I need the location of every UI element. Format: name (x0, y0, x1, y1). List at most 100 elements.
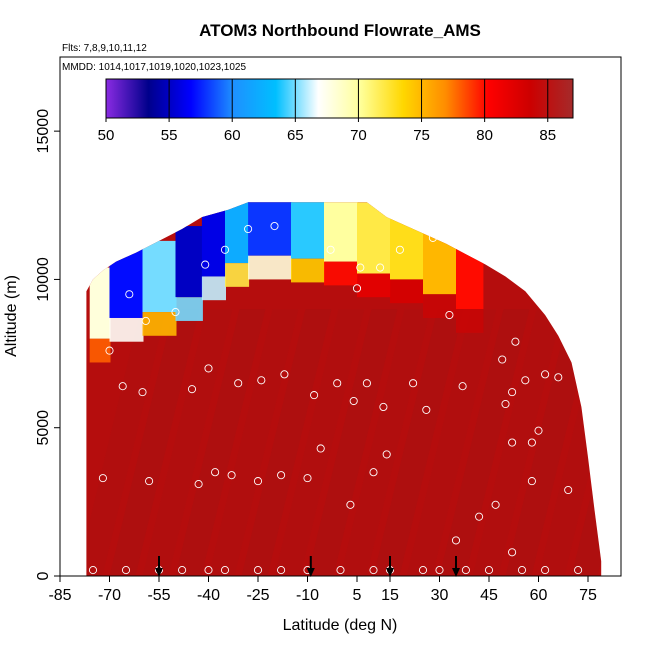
sample-point (346, 500, 355, 509)
field-texture (406, 309, 497, 576)
plot-frame (59, 56, 622, 577)
sample-point (435, 566, 444, 575)
band-transition-cell (456, 309, 484, 333)
y-tick-label: 5000 (35, 410, 52, 446)
sample-point (145, 477, 154, 486)
sample-point (498, 355, 507, 364)
sample-point (333, 379, 342, 388)
sample-point (141, 316, 150, 325)
flight-arrow-icon (155, 556, 163, 577)
sample-point (409, 379, 418, 388)
sample-point (244, 224, 253, 234)
sample-point (316, 444, 325, 453)
sample-point (356, 263, 365, 272)
sample-point (554, 373, 563, 382)
sample-point (422, 405, 431, 414)
sample-point (227, 471, 236, 480)
band-cell (456, 237, 484, 310)
band-transition-cell (201, 276, 226, 301)
sample-point (204, 364, 213, 373)
y-axis-label: Altitude (m) (3, 275, 20, 357)
x-tick-label: 15 (381, 587, 399, 604)
sample-point (257, 376, 266, 385)
sample-point (88, 566, 98, 575)
sample-point (118, 382, 127, 391)
field-texture (142, 309, 233, 576)
field-texture (571, 309, 602, 576)
sample-point (445, 310, 454, 320)
sample-point (428, 233, 437, 242)
field-texture (505, 309, 596, 576)
field-texture (340, 309, 431, 576)
sample-point (105, 346, 114, 355)
sample-point (458, 382, 467, 391)
sample-point (517, 566, 527, 575)
sample-point (121, 566, 131, 575)
field-texture (241, 309, 332, 576)
field-texture (472, 309, 563, 576)
band-transition-cell (109, 317, 144, 342)
sample-point (395, 245, 404, 254)
band-transition-cell (225, 263, 250, 287)
sample-point (125, 290, 134, 299)
x-tick-label: -70 (98, 587, 121, 604)
chart-title: ATOM3 Northbound Flowrate_AMS (199, 21, 481, 40)
x-tick-label: 5 (353, 587, 362, 604)
sample-point (369, 468, 378, 477)
sample-point (541, 566, 550, 575)
flights-label: Flts: 7,8,9,10,11,12 (62, 43, 147, 54)
sample-point (369, 566, 378, 575)
sample-point (379, 402, 388, 412)
colorbar-tick-label: 55 (161, 127, 178, 144)
band-transition-cell (89, 338, 111, 363)
band-cell (324, 202, 358, 262)
band-transition-cell (248, 255, 292, 280)
y-tick-label: 15000 (35, 109, 52, 154)
sample-point (138, 388, 147, 397)
x-axis: -85 -70 -55 -40 -25 -10 5 15 30 45 60 75 (48, 576, 597, 604)
field-texture (638, 309, 650, 576)
sample-point (349, 396, 358, 406)
sample-point (418, 566, 428, 575)
sample-point (574, 566, 583, 575)
sample-point (541, 370, 550, 379)
x-tick-label: 60 (530, 587, 548, 604)
sample-point (352, 284, 362, 293)
sample-point (280, 370, 289, 379)
x-axis-label: Latitude (deg N) (283, 617, 398, 634)
field-texture (175, 309, 266, 576)
x-tick-label: -25 (246, 587, 269, 604)
colorbar: 50 55 60 65 70 75 80 85 (98, 78, 574, 144)
sample-point (382, 450, 391, 459)
flight-arrow-icon (306, 556, 315, 577)
sample-point (527, 438, 536, 447)
band-cell (109, 246, 144, 318)
sample-point (303, 474, 312, 483)
field-texture (307, 309, 398, 576)
sample-point (277, 566, 286, 575)
band-transition-cell (142, 312, 177, 336)
band-cell (175, 226, 203, 298)
sample-point (220, 245, 230, 254)
sample-point (98, 474, 107, 483)
sample-point (253, 477, 263, 486)
sample-point (204, 566, 213, 575)
colorbar-tick-label: 75 (413, 127, 430, 144)
field-texture (208, 309, 299, 576)
field-texture (605, 309, 650, 576)
sample-point (484, 566, 494, 575)
sample-point (564, 485, 573, 495)
x-tick-label: -10 (296, 587, 319, 604)
flight-arrow-icon (386, 556, 394, 577)
sample-point (286, 186, 296, 195)
sample-point (501, 399, 510, 409)
x-tick-label: 75 (579, 587, 597, 604)
sample-point (234, 379, 243, 388)
sample-point (534, 426, 543, 435)
sample-point (527, 477, 536, 486)
sample-point (376, 263, 385, 272)
sample-point (277, 471, 286, 480)
colorbar-tick-label: 80 (476, 127, 493, 144)
band-transition-cell (357, 273, 391, 298)
sample-point (508, 388, 517, 397)
